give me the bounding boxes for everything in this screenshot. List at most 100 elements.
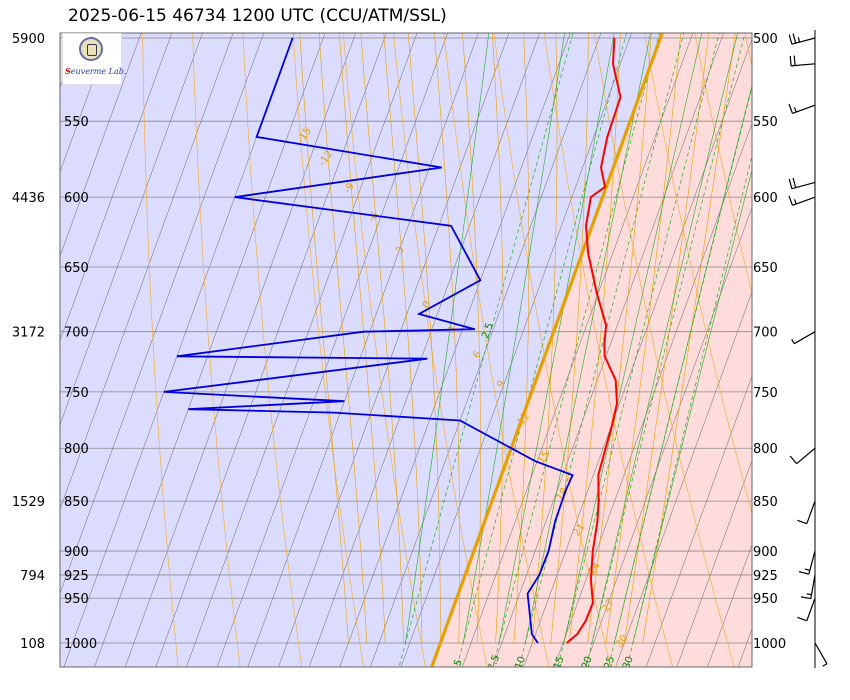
isotherm-line [685, 459, 752, 644]
wind-barb-flag [788, 195, 794, 206]
pressure-label-right: 925 [753, 569, 778, 584]
wind-barb-flag [800, 596, 811, 600]
mixing-ratio-line [398, 33, 574, 667]
isotherm-line [60, 37, 140, 257]
isotherm-line [501, 37, 722, 644]
mixing-ratio-label: 20 [580, 655, 595, 671]
isotherm-ext [3, 643, 12, 667]
pressure-label-right: 800 [753, 442, 778, 457]
isotherm-line [409, 37, 630, 644]
pressure-label-left: 700 [64, 326, 89, 341]
wind-barb-staff [793, 331, 816, 345]
isotherm-ext [323, 33, 326, 39]
wind-barb-half-flag [791, 339, 795, 344]
wind-barb-flag [789, 455, 798, 465]
wind-barb [788, 33, 816, 45]
pressure-label-left: 550 [64, 115, 89, 130]
mixing-ratio-line [456, 33, 627, 667]
pressure-label-right: 650 [753, 261, 778, 276]
isotherm-ext [278, 642, 288, 667]
isotherm-ext [216, 642, 227, 667]
logo-text-prefix: S [65, 66, 71, 76]
wind-barb-flag [793, 55, 796, 66]
stability-fills [60, 33, 752, 667]
wind-barb-staff [791, 181, 816, 190]
mixing-ratio-label: 15 [552, 655, 567, 671]
dry-adiabat-line [192, 33, 241, 667]
isotherm-line [593, 206, 752, 644]
dry-adiabat-line [443, 33, 550, 667]
moist-adiabat-line [407, 33, 441, 643]
wind-barb-flag [792, 33, 797, 44]
pressure-label-left: 750 [64, 386, 89, 401]
isotherm-ext [707, 642, 717, 667]
saturation-guide-line [591, 33, 739, 644]
pressure-label-right: 700 [753, 326, 778, 341]
wind-barb [797, 598, 816, 622]
isotherm-ext [186, 642, 196, 667]
isotherm-line [286, 37, 508, 644]
mixing-ratio-label: 30 [621, 655, 636, 671]
wind-barb-flag [792, 177, 797, 188]
isotherm-line [60, 37, 201, 426]
logo-text-main: euverme [70, 67, 107, 76]
isotherm-line [256, 37, 477, 644]
pressure-label-left: 925 [64, 569, 89, 584]
pressure-label-right: 850 [753, 495, 778, 510]
pressure-label-right: 550 [753, 115, 778, 130]
wind-barb-staff [791, 37, 816, 45]
mixing-ratio-line [518, 33, 685, 667]
mixing-ratio-label: 7.5 [487, 653, 503, 672]
wind-barb [789, 55, 816, 67]
moist-adiabat-line [339, 33, 386, 644]
wind-barb [788, 177, 816, 190]
dry-adiabat-line [694, 33, 752, 295]
wind-barb [788, 103, 816, 114]
isotherm-line [194, 37, 416, 644]
isotherm-line [225, 37, 447, 644]
isotherm-line [348, 37, 569, 644]
isotherm-line [654, 375, 752, 644]
moist-adiabat-line [491, 33, 504, 644]
height-label: 5900 [12, 32, 45, 47]
isotherm-line [60, 37, 109, 173]
dry-adiabat-line [342, 33, 426, 667]
mixing-ratio-line [492, 33, 660, 667]
dry-adiabat-line [594, 33, 735, 667]
isotherm-ext [384, 33, 387, 39]
isotherm-ext [554, 642, 564, 667]
wind-barb [789, 447, 816, 465]
moist-adiabat-line [360, 33, 404, 644]
height-label: 108 [20, 637, 45, 652]
isotherm-ext [783, 33, 785, 38]
height-label: 1529 [12, 495, 45, 510]
isotherm-ext [645, 642, 656, 667]
seal-icon [79, 37, 103, 61]
wind-barb-staff [810, 574, 816, 599]
wind-barb-staff [792, 196, 816, 206]
wind-barb-half-flag [797, 37, 801, 43]
isotherm-ext [721, 33, 724, 39]
moist-adiabat-line [587, 33, 652, 644]
wind-barb-half-flag [804, 568, 810, 571]
mixing-ratio-label: 25 [603, 655, 618, 671]
moist-adiabat-line [299, 33, 349, 644]
lab-logo: Seuverme Lab. [62, 33, 126, 85]
isotherm-ext [506, 33, 510, 39]
isotherm-ext [615, 642, 625, 667]
isotherm-ext [353, 33, 356, 39]
moist-adiabat-line [624, 33, 710, 644]
wind-barb [800, 574, 816, 600]
height-label: 794 [20, 569, 45, 584]
wind-barb-staff [814, 642, 828, 665]
isotherm-ext [94, 642, 104, 667]
isotherm-ext [308, 642, 319, 667]
pressure-label-left: 900 [64, 545, 89, 560]
isotherm-line [72, 37, 293, 644]
dry-adiabat-line [543, 33, 673, 667]
moist-adiabat-label: 9 [495, 379, 508, 391]
dry-adiabat-line [292, 33, 364, 667]
wind-barb-half-flag [793, 199, 797, 205]
wind-barb-staff [792, 104, 816, 114]
